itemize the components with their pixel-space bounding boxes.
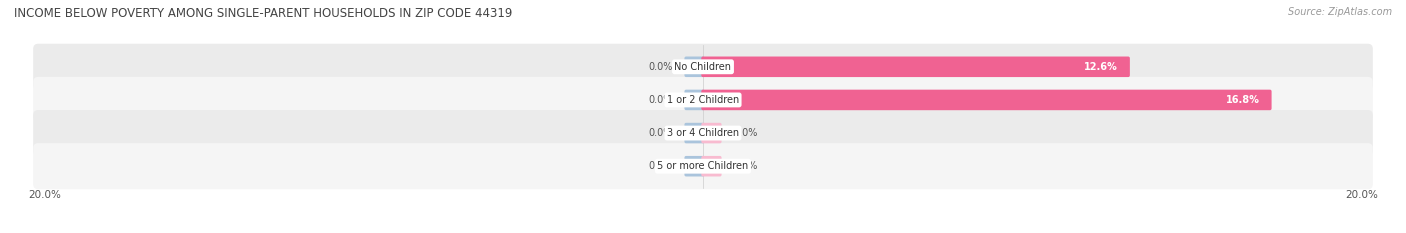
Text: 3 or 4 Children: 3 or 4 Children: [666, 128, 740, 138]
Text: Source: ZipAtlas.com: Source: ZipAtlas.com: [1288, 7, 1392, 17]
FancyBboxPatch shape: [685, 90, 704, 110]
Text: INCOME BELOW POVERTY AMONG SINGLE-PARENT HOUSEHOLDS IN ZIP CODE 44319: INCOME BELOW POVERTY AMONG SINGLE-PARENT…: [14, 7, 512, 20]
Text: 5 or more Children: 5 or more Children: [658, 161, 748, 171]
FancyBboxPatch shape: [702, 90, 1271, 110]
Text: 0.0%: 0.0%: [648, 95, 672, 105]
Text: 20.0%: 20.0%: [1346, 190, 1378, 200]
FancyBboxPatch shape: [685, 156, 704, 176]
Text: 16.8%: 16.8%: [1226, 95, 1260, 105]
Text: 1 or 2 Children: 1 or 2 Children: [666, 95, 740, 105]
FancyBboxPatch shape: [685, 57, 704, 77]
FancyBboxPatch shape: [702, 156, 721, 176]
Text: 0.0%: 0.0%: [734, 128, 758, 138]
FancyBboxPatch shape: [702, 123, 721, 143]
FancyBboxPatch shape: [34, 143, 1372, 189]
Text: 20.0%: 20.0%: [28, 190, 60, 200]
Text: 0.0%: 0.0%: [734, 161, 758, 171]
Text: 0.0%: 0.0%: [648, 128, 672, 138]
FancyBboxPatch shape: [34, 77, 1372, 123]
FancyBboxPatch shape: [34, 44, 1372, 90]
Text: 12.6%: 12.6%: [1084, 62, 1118, 72]
Text: No Children: No Children: [675, 62, 731, 72]
Text: 0.0%: 0.0%: [648, 62, 672, 72]
Text: 0.0%: 0.0%: [648, 161, 672, 171]
FancyBboxPatch shape: [702, 57, 1130, 77]
FancyBboxPatch shape: [685, 123, 704, 143]
FancyBboxPatch shape: [34, 110, 1372, 156]
